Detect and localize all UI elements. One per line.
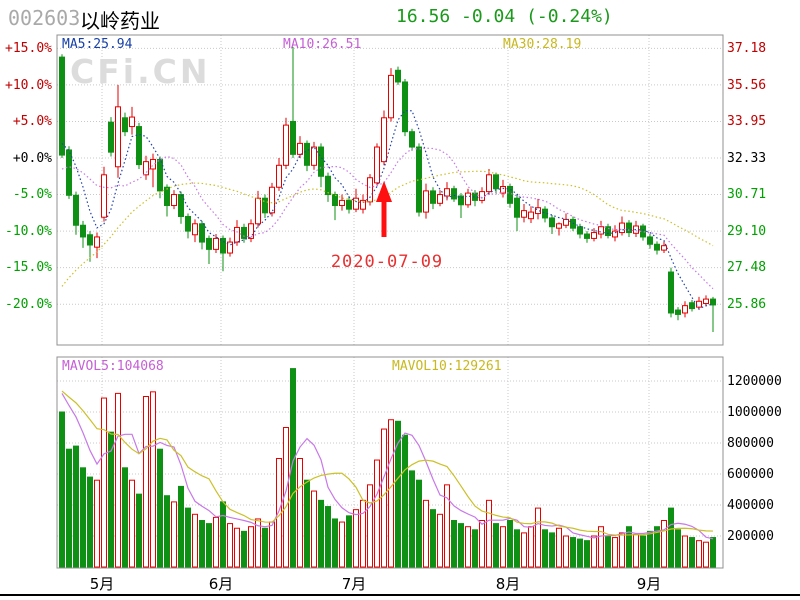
price-axis-label: 37.18	[727, 41, 767, 56]
arrow-icon	[376, 181, 392, 237]
price-change-pct: (-0.24%)	[526, 6, 613, 27]
ma10-label: MA10:26.51	[283, 37, 362, 52]
vol-axis-label: 1000000	[727, 405, 782, 420]
vol-axis-label: 800000	[727, 436, 774, 451]
stock-quote: 16.56 -0.04 (-0.24%)	[396, 6, 613, 27]
price-axis-label: 32.33	[727, 151, 767, 166]
pct-axis-label: +15.0%	[5, 41, 52, 56]
vol-axis-label: 600000	[727, 467, 774, 482]
stock-name: 以岭药业	[80, 9, 160, 33]
vol-axis-label: 400000	[727, 498, 774, 513]
pct-axis-label: +0.0%	[12, 151, 52, 166]
pct-axis-label: -5.0%	[12, 187, 52, 202]
vol-axis-label: 200000	[727, 529, 774, 544]
price-axis-label: 30.71	[727, 187, 767, 202]
month-label-jul: 7月	[341, 575, 367, 593]
mavol5-label: MAVOL5:104068	[62, 359, 164, 374]
vol-axis-label: 1200000	[727, 374, 782, 389]
watermark-logo: CFi.CN	[70, 52, 211, 91]
price-axis-label: 33.95	[727, 114, 767, 129]
pct-axis-label: +5.0%	[12, 114, 52, 129]
stock-code: 002603	[8, 6, 81, 30]
price-axis-label: 29.10	[727, 224, 767, 239]
bottom-separator	[0, 594, 800, 596]
annotation-date: 2020-07-09	[330, 252, 444, 272]
pct-axis-label: -10.0%	[5, 224, 52, 239]
pct-axis-label: +10.0%	[5, 78, 52, 93]
price-change: -0.04	[461, 6, 516, 27]
month-label-sep: 9月	[636, 575, 662, 593]
pct-axis-label: -15.0%	[5, 260, 52, 275]
price-axis-label: 27.48	[727, 260, 767, 275]
price-axis-label: 25.86	[727, 297, 767, 312]
month-label-aug: 8月	[495, 575, 521, 593]
month-label-may: 5月	[89, 575, 115, 593]
last-price: 16.56	[396, 6, 451, 27]
pct-axis-label: -20.0%	[5, 297, 52, 312]
month-label-jun: 6月	[208, 575, 234, 593]
ma5-label: MA5:25.94	[62, 37, 133, 52]
mavol10-label: MAVOL10:129261	[392, 359, 502, 374]
ma30-label: MA30:28.19	[503, 37, 582, 52]
price-axis-label: 35.56	[727, 78, 767, 93]
